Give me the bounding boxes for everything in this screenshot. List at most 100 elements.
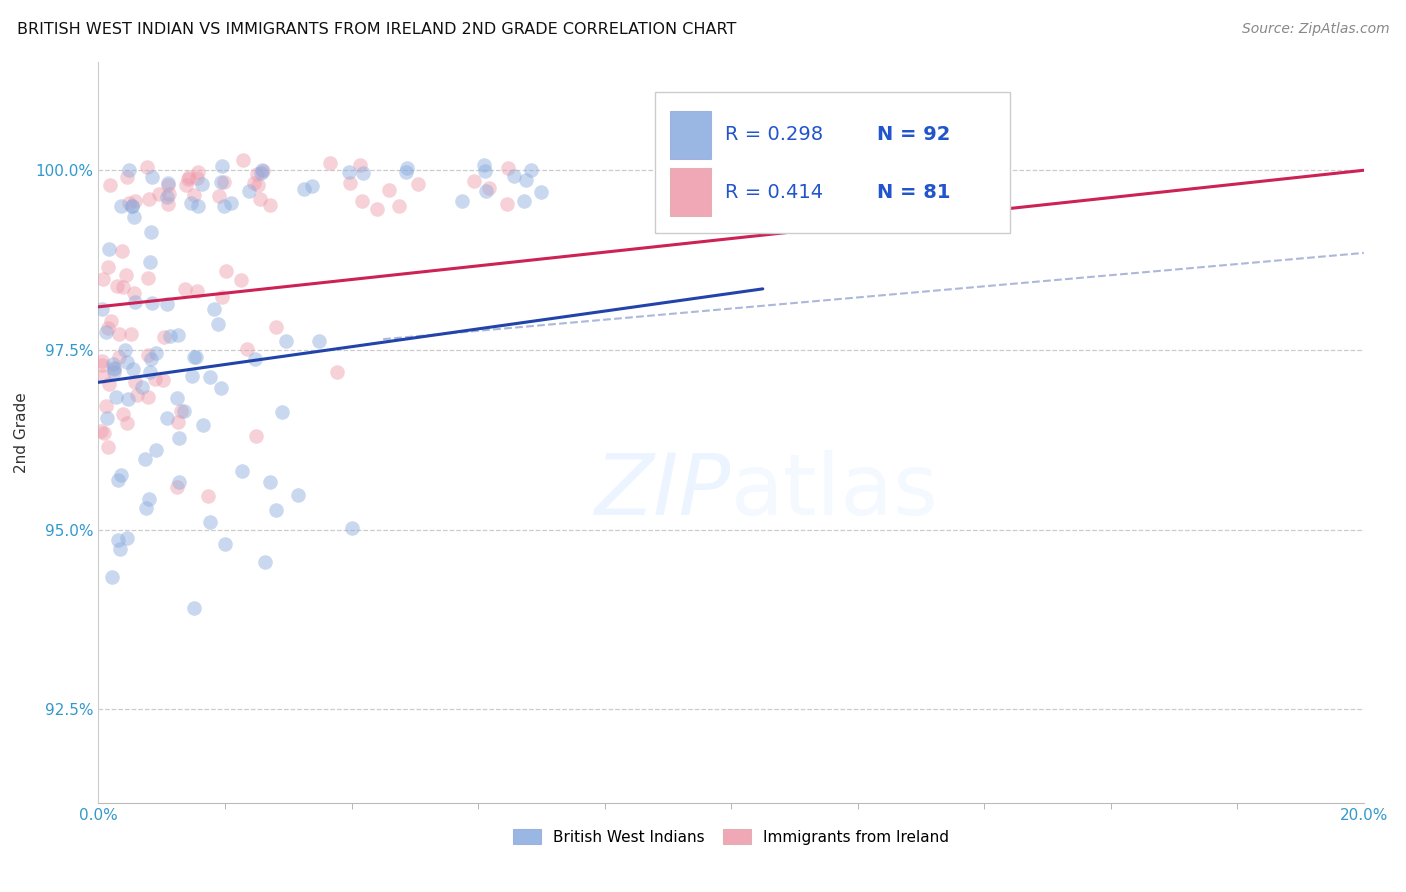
Point xyxy=(139,255,162,269)
Point xyxy=(214,175,236,189)
Point xyxy=(378,183,401,197)
Point xyxy=(167,415,190,429)
Point xyxy=(474,163,496,178)
Point xyxy=(173,403,195,417)
Point xyxy=(115,170,138,185)
Point xyxy=(91,301,114,316)
Point xyxy=(349,158,371,172)
Point xyxy=(110,468,132,483)
Point xyxy=(238,184,260,198)
Point xyxy=(340,521,363,535)
Point xyxy=(207,317,229,331)
Point xyxy=(243,351,266,366)
Point xyxy=(91,272,114,286)
Point xyxy=(108,327,131,342)
Point xyxy=(101,570,124,584)
Point xyxy=(215,264,238,278)
Point xyxy=(463,174,485,188)
FancyBboxPatch shape xyxy=(671,169,711,217)
Text: ZIP: ZIP xyxy=(595,450,731,533)
Point xyxy=(183,351,205,365)
Point xyxy=(252,163,274,178)
Point xyxy=(107,533,129,547)
Point xyxy=(101,357,124,371)
Text: Source: ZipAtlas.com: Source: ZipAtlas.com xyxy=(1241,22,1389,37)
Point xyxy=(155,190,177,204)
Point xyxy=(139,365,162,379)
Point xyxy=(498,161,520,176)
Point xyxy=(187,165,209,179)
Point xyxy=(117,392,139,407)
Point xyxy=(252,164,274,178)
Point xyxy=(474,184,496,198)
Point xyxy=(97,321,120,335)
Text: N = 92: N = 92 xyxy=(877,125,950,144)
Point xyxy=(246,178,269,192)
Point xyxy=(259,475,281,489)
FancyBboxPatch shape xyxy=(655,92,1010,233)
Point xyxy=(156,176,179,190)
Point xyxy=(186,171,208,186)
Point xyxy=(103,362,125,376)
Point xyxy=(97,440,120,454)
Point xyxy=(292,182,315,196)
Point xyxy=(352,194,374,208)
Point xyxy=(202,301,225,316)
Point xyxy=(503,169,526,184)
Point xyxy=(141,170,163,185)
Point xyxy=(97,260,120,274)
Point xyxy=(138,192,160,206)
Point xyxy=(396,161,419,175)
Point xyxy=(193,418,215,433)
Point xyxy=(91,368,114,383)
Point xyxy=(183,600,205,615)
Point xyxy=(136,348,159,362)
Point xyxy=(183,187,205,202)
Point xyxy=(197,489,219,503)
Point xyxy=(208,188,231,202)
Point xyxy=(139,225,162,239)
Point xyxy=(249,166,271,180)
Point xyxy=(115,531,138,545)
Point xyxy=(125,387,148,401)
Point xyxy=(136,270,159,285)
Point xyxy=(495,196,517,211)
Text: N = 81: N = 81 xyxy=(877,183,950,202)
Point xyxy=(108,542,131,557)
Point xyxy=(103,365,125,379)
Point xyxy=(156,410,179,425)
Point xyxy=(120,326,142,341)
Point xyxy=(264,320,287,334)
Point xyxy=(136,390,159,404)
Point xyxy=(100,314,122,328)
Text: R = 0.414: R = 0.414 xyxy=(725,183,823,202)
Point xyxy=(406,177,429,191)
Point xyxy=(115,416,138,430)
Point xyxy=(184,351,207,365)
Point xyxy=(124,210,146,224)
Point xyxy=(186,284,208,298)
Point xyxy=(121,199,143,213)
Point xyxy=(112,408,135,422)
Point xyxy=(136,160,159,174)
Point xyxy=(352,166,374,180)
Point xyxy=(107,473,129,487)
Point xyxy=(245,428,267,442)
Point xyxy=(152,373,174,387)
Point xyxy=(96,410,118,425)
Point xyxy=(157,178,180,193)
Point xyxy=(231,464,253,478)
Point xyxy=(94,399,117,413)
Point xyxy=(110,199,132,213)
Point xyxy=(135,500,157,515)
Point xyxy=(271,405,294,419)
Point xyxy=(167,475,190,489)
Point xyxy=(124,294,146,309)
Point xyxy=(167,327,190,342)
Point xyxy=(198,370,221,384)
Point xyxy=(179,169,201,184)
Point xyxy=(121,199,143,213)
Point xyxy=(177,172,200,186)
Point xyxy=(264,503,287,517)
Point xyxy=(246,167,269,181)
